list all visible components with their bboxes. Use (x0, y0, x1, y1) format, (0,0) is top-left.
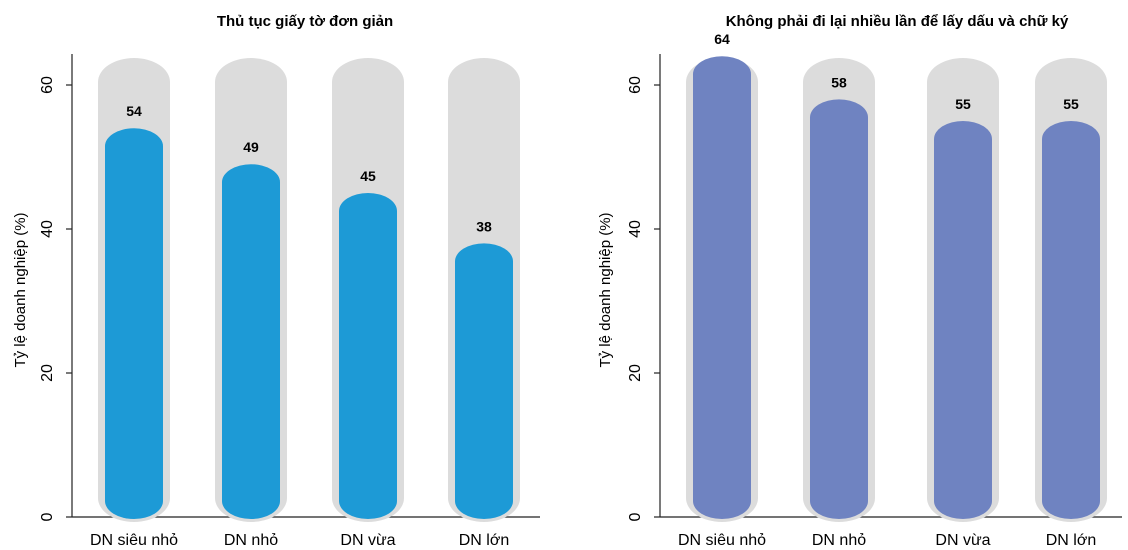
bar-value-label: 55 (1063, 96, 1079, 112)
x-category-label: DN vừa (935, 532, 990, 549)
y-tick-label: 20 (39, 364, 56, 382)
chart-title: Không phải đi lại nhiều lần để lấy dấu v… (726, 13, 1069, 30)
bar (339, 193, 397, 519)
y-tick-label: 20 (627, 364, 644, 382)
x-category-label: DN lớn (459, 532, 510, 549)
bar (455, 243, 513, 519)
chart-panel-left: Thủ tục giấy tờ đơn giản Tỷ lệ doanh ngh… (12, 13, 540, 549)
chart-panel-right: Không phải đi lại nhiều lần để lấy dấu v… (597, 13, 1122, 549)
bar-value-label: 45 (360, 168, 376, 184)
x-category-label: DN vừa (340, 532, 395, 549)
y-tick-label: 0 (39, 512, 56, 521)
y-tick-label: 40 (39, 220, 56, 238)
bar (934, 121, 992, 519)
y-tick-label: 0 (627, 512, 644, 521)
bar-value-label: 64 (714, 31, 730, 47)
x-category-label: DN nhỏ (224, 532, 278, 549)
bar (222, 164, 280, 519)
bar-value-label: 49 (243, 139, 259, 155)
bar-value-label: 55 (955, 96, 971, 112)
x-category-label: DN siêu nhỏ (90, 532, 178, 549)
x-category-label: DN lớn (1046, 532, 1097, 549)
bar-value-label: 54 (126, 103, 142, 119)
bar (1042, 121, 1100, 519)
y-tick-label: 60 (627, 76, 644, 94)
bar-value-label: 58 (831, 74, 847, 90)
y-axis-label: Tỷ lệ doanh nghiệp (%) (12, 212, 29, 367)
y-axis-label: Tỷ lệ doanh nghiệp (%) (597, 212, 614, 367)
chart-title: Thủ tục giấy tờ đơn giản (217, 13, 393, 30)
bar (810, 99, 868, 520)
x-category-label: DN siêu nhỏ (678, 532, 766, 549)
x-category-label: DN nhỏ (812, 532, 866, 549)
y-tick-label: 60 (39, 76, 56, 94)
bar (693, 56, 751, 519)
bar (105, 128, 163, 519)
y-tick-label: 40 (627, 220, 644, 238)
bar-value-label: 38 (476, 218, 492, 234)
